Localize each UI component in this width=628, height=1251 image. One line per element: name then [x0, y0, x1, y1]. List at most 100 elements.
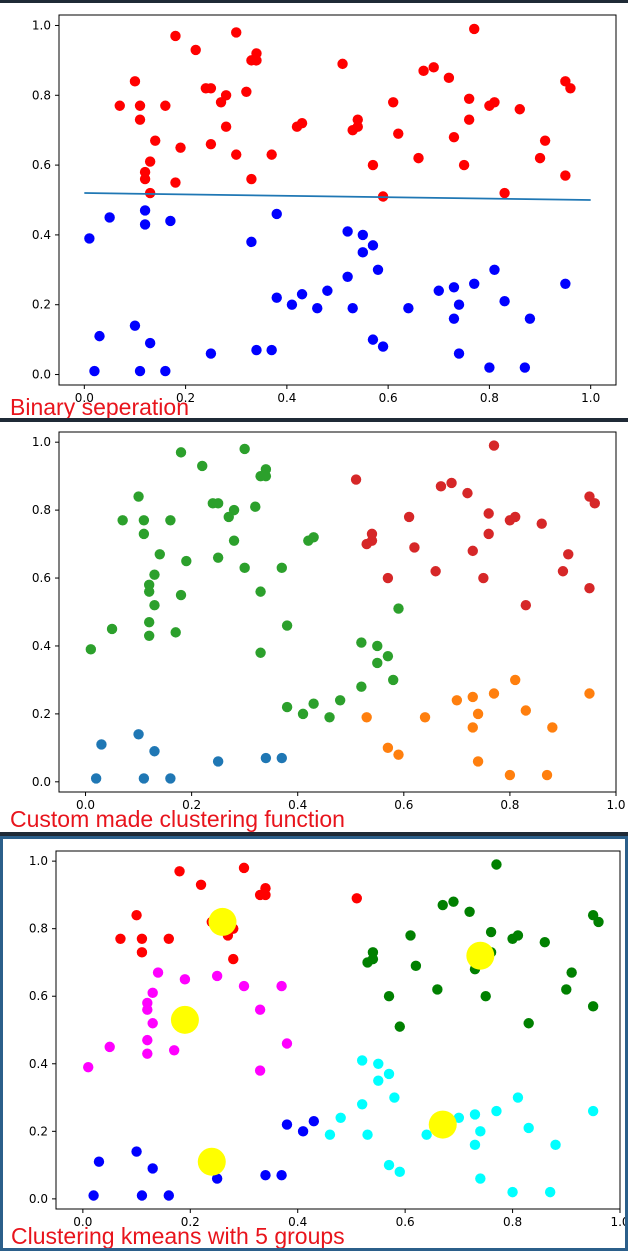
y-tick-label: 1.0	[32, 435, 51, 449]
custom-clustering-chart: 0.0 0.2 0.4 0.6 0.8 1.0 0.0 0.2 0.4 0.6 0.8 1.0	[32, 431, 626, 812]
data-point-tab_green	[149, 569, 160, 580]
data-point-green	[383, 991, 395, 1002]
data-point-tab_green	[175, 589, 187, 601]
data-point-tab_red	[478, 572, 489, 584]
data-point-tab_red	[350, 474, 362, 485]
data-point-tab_green	[356, 681, 367, 692]
data-point-blue	[297, 1126, 309, 1137]
data-point-blue	[342, 226, 353, 237]
data-point-magenta	[168, 1045, 180, 1056]
y-tick-label: 0.6	[32, 158, 51, 172]
data-point-blue	[357, 229, 369, 241]
data-point-red	[463, 114, 475, 125]
data-point-cyan	[491, 1105, 502, 1117]
data-point-red	[489, 97, 500, 108]
data-point-red	[565, 83, 576, 94]
data-point-blue	[260, 1170, 271, 1181]
data-point-blue	[367, 334, 379, 345]
data-point-green	[539, 936, 550, 948]
data-point-tab_orange	[504, 769, 516, 781]
data-point-blue	[89, 365, 100, 377]
data-point-blue	[160, 365, 171, 377]
data-point-blue	[448, 282, 460, 293]
data-point-red	[129, 76, 141, 87]
data-point-green	[491, 859, 502, 870]
data-point-blue	[433, 285, 444, 296]
data-point-tab_green	[255, 647, 266, 658]
data-point-cyan	[512, 1092, 524, 1103]
data-point-red	[418, 65, 429, 77]
data-point-blue	[357, 247, 369, 258]
data-point-blue	[296, 289, 308, 300]
data-point-tab_red	[403, 511, 415, 523]
data-point-tab_green	[223, 511, 234, 523]
data-point-red	[144, 156, 156, 167]
data-point-cyan	[383, 1068, 395, 1080]
data-point-blue	[147, 1163, 158, 1174]
data-point-cyan	[324, 1129, 336, 1140]
data-point-tab_green	[308, 698, 319, 709]
data-point-tab_orange	[584, 688, 595, 699]
y-tick-label: 0.2	[32, 298, 51, 312]
data-point-blue	[347, 303, 358, 314]
data-point-cyan	[421, 1129, 432, 1140]
data-point-tab_orange	[361, 712, 372, 723]
data-point-red	[266, 149, 277, 160]
data-point-cyan	[383, 1159, 395, 1171]
data-point-tab_red	[563, 549, 574, 560]
data-point-tab_blue	[96, 739, 107, 750]
data-point-tab_red	[520, 600, 532, 611]
data-point-red	[215, 97, 227, 108]
data-point-tab_green	[281, 701, 293, 713]
data-point-red	[458, 159, 470, 171]
data-point-blue	[139, 219, 151, 230]
y-tick-label: 0.6	[29, 989, 48, 1003]
data-point-tab_orange	[547, 722, 558, 733]
data-point-tab_orange	[510, 674, 521, 686]
data-point-tab_green	[170, 627, 181, 638]
data-point-cyan	[475, 1173, 486, 1184]
data-point-blue	[246, 236, 257, 248]
data-point-red	[251, 55, 262, 66]
data-point-tab_green	[133, 491, 144, 502]
data-point-blue	[84, 233, 95, 244]
data-point-tab_orange	[451, 695, 463, 706]
data-point-blue	[403, 303, 414, 314]
custom-clustering-panel: 0.0 0.2 0.4 0.6 0.8 1.0 0.0 0.2 0.4 0.6 0.8 1.0 Cus…	[0, 422, 628, 832]
data-point-tab_green	[324, 712, 335, 723]
data-point-green	[485, 926, 497, 938]
data-point-tab_green	[393, 603, 404, 614]
data-point-tab_blue	[165, 773, 176, 784]
x-tick-label: 0.0	[76, 798, 95, 812]
data-point-cyan	[544, 1186, 556, 1198]
data-point-cyan	[469, 1139, 481, 1151]
data-point-tab_red	[435, 481, 447, 492]
data-point-green	[394, 1021, 405, 1032]
data-point-red	[443, 72, 455, 84]
data-point-blue	[560, 278, 571, 289]
data-point-magenta	[104, 1041, 115, 1053]
data-point-tab_green	[175, 447, 187, 458]
custom-clustering-caption: Custom made clustering function	[10, 806, 345, 832]
data-point-green	[448, 896, 459, 907]
y-tick-label: 0.0	[32, 775, 51, 789]
data-point-red	[534, 152, 546, 164]
data-point-blue	[281, 1119, 293, 1130]
data-point-red	[195, 879, 207, 890]
data-point-blue	[136, 1190, 148, 1201]
data-point-tab_orange	[382, 742, 394, 754]
data-point-blue	[448, 313, 460, 324]
data-point-blue	[276, 1170, 287, 1181]
data-point-blue	[94, 330, 105, 342]
data-point-cyan	[394, 1166, 405, 1178]
data-point-tab_green	[228, 535, 240, 546]
data-point-red	[144, 187, 156, 199]
data-point-red	[114, 100, 125, 111]
data-point-tab_green	[85, 644, 97, 655]
data-point-green	[587, 1001, 599, 1012]
data-point-tab_orange	[520, 705, 532, 716]
data-point-tab_green	[197, 460, 208, 472]
data-point-tab_green	[165, 515, 176, 526]
data-point-tab_blue	[276, 752, 287, 764]
x-tick-label: 0.8	[500, 798, 519, 812]
